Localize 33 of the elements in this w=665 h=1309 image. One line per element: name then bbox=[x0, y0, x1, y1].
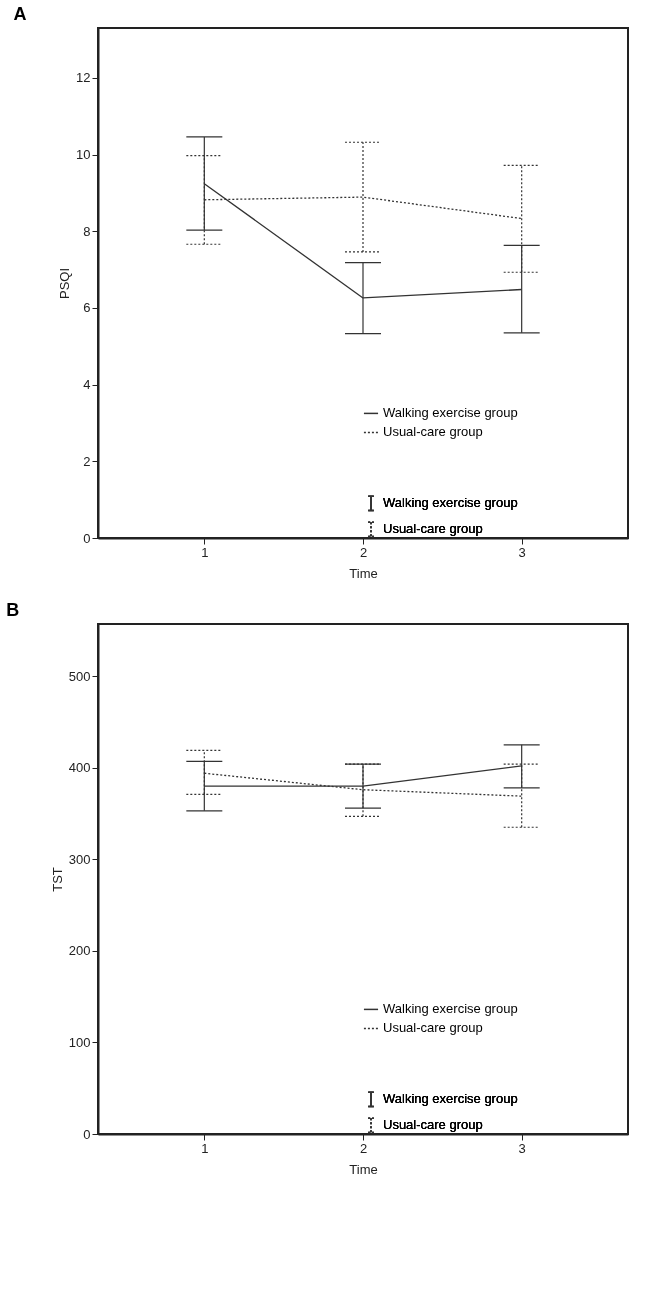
y-axis-title: PSQI bbox=[57, 267, 73, 300]
legend-label: Walking exercise group bbox=[383, 405, 518, 421]
y-tick-label: 0 bbox=[83, 530, 91, 546]
x-tick-label: 1 bbox=[201, 1140, 209, 1156]
y-tick-label: 6 bbox=[83, 300, 91, 316]
x-axis-title: Time bbox=[349, 565, 378, 581]
y-tick-label: 4 bbox=[83, 377, 91, 393]
y-tick-label: 400 bbox=[68, 760, 91, 776]
y-tick-label: 500 bbox=[68, 668, 91, 684]
y-tick-label: 100 bbox=[68, 1034, 91, 1050]
x-tick-label: 2 bbox=[359, 1140, 368, 1156]
y-tick-label: 12 bbox=[76, 70, 91, 86]
text: Usual-care group bbox=[383, 1117, 483, 1133]
x-tick-label: 3 bbox=[518, 1140, 526, 1156]
legend-label: Walking exercise group bbox=[383, 1001, 518, 1017]
legend-label: Usual-care group bbox=[383, 424, 483, 440]
legend-label: Usual-care group bbox=[383, 1020, 483, 1036]
text: Walking exercise group bbox=[383, 1091, 518, 1107]
y-tick-label: 10 bbox=[76, 147, 91, 163]
y-tick-label: 300 bbox=[68, 851, 91, 867]
x-tick-label: 3 bbox=[518, 544, 526, 560]
chart-title: A bbox=[13, 4, 27, 24]
chart-title: B bbox=[6, 600, 20, 620]
y-tick-label: 8 bbox=[83, 223, 91, 239]
y-tick-label: 200 bbox=[68, 943, 91, 959]
x-axis-title: Time bbox=[349, 1161, 378, 1177]
text: Walking exercise group bbox=[383, 495, 518, 511]
y-tick-label: 2 bbox=[83, 453, 91, 469]
text: Usual-care group bbox=[383, 521, 483, 537]
x-tick-label: 2 bbox=[359, 544, 368, 560]
y-axis-title: TST bbox=[49, 867, 65, 892]
x-tick-label: 1 bbox=[201, 544, 209, 560]
y-tick-label: 0 bbox=[83, 1126, 91, 1142]
